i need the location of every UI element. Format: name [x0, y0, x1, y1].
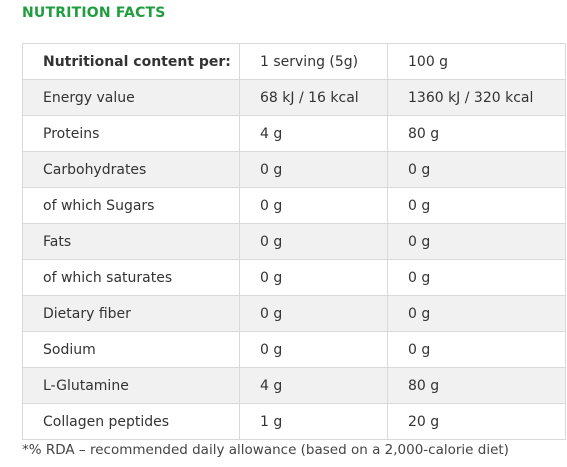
row-value-100g: 80 g	[387, 115, 566, 152]
table-row: of which Sugars 0 g 0 g	[22, 187, 566, 224]
row-value-serving: 0 g	[239, 331, 388, 368]
row-value-100g: 0 g	[387, 187, 566, 224]
row-value-serving: 0 g	[239, 151, 388, 188]
table-row: Fats 0 g 0 g	[22, 223, 566, 260]
row-label: Dietary fiber	[22, 295, 240, 332]
row-label: Proteins	[22, 115, 240, 152]
row-value-serving: 4 g	[239, 367, 388, 404]
row-value-serving: 4 g	[239, 115, 388, 152]
row-label: Carbohydrates	[22, 151, 240, 188]
row-value-100g: 0 g	[387, 295, 566, 332]
table-header-row: Nutritional content per: 1 serving (5g) …	[22, 43, 566, 80]
row-label: Energy value	[22, 79, 240, 116]
section-title: NUTRITION FACTS	[22, 5, 166, 21]
row-value-100g: 0 g	[387, 259, 566, 296]
row-value-100g: 0 g	[387, 223, 566, 260]
row-value-100g: 20 g	[387, 403, 566, 440]
table-row: Dietary fiber 0 g 0 g	[22, 295, 566, 332]
row-value-100g: 0 g	[387, 151, 566, 188]
table-row: Sodium 0 g 0 g	[22, 331, 566, 368]
table-row: Carbohydrates 0 g 0 g	[22, 151, 566, 188]
table-row: Proteins 4 g 80 g	[22, 115, 566, 152]
row-label: Fats	[22, 223, 240, 260]
row-value-serving: 0 g	[239, 259, 388, 296]
row-value-serving: 1 g	[239, 403, 388, 440]
table-row: L-Glutamine 4 g 80 g	[22, 367, 566, 404]
row-label: of which saturates	[22, 259, 240, 296]
table-row: Energy value 68 kJ / 16 kcal 1360 kJ / 3…	[22, 79, 566, 116]
row-label: of which Sugars	[22, 187, 240, 224]
row-label: L-Glutamine	[22, 367, 240, 404]
table-row: of which saturates 0 g 0 g	[22, 259, 566, 296]
row-value-100g: 0 g	[387, 331, 566, 368]
row-value-100g: 80 g	[387, 367, 566, 404]
row-value-serving: 0 g	[239, 223, 388, 260]
nutrition-table: Nutritional content per: 1 serving (5g) …	[22, 43, 566, 440]
row-value-serving: 0 g	[239, 295, 388, 332]
row-label: Collagen peptides	[22, 403, 240, 440]
header-cell-serving: 1 serving (5g)	[239, 43, 388, 80]
row-value-100g: 1360 kJ / 320 kcal	[387, 79, 566, 116]
row-label: Sodium	[22, 331, 240, 368]
table-row: Collagen peptides 1 g 20 g	[22, 403, 566, 440]
row-value-serving: 68 kJ / 16 kcal	[239, 79, 388, 116]
row-value-serving: 0 g	[239, 187, 388, 224]
rda-footnote: *% RDA – recommended daily allowance (ba…	[22, 442, 509, 458]
header-cell-label: Nutritional content per:	[22, 43, 240, 80]
header-cell-100g: 100 g	[387, 43, 566, 80]
